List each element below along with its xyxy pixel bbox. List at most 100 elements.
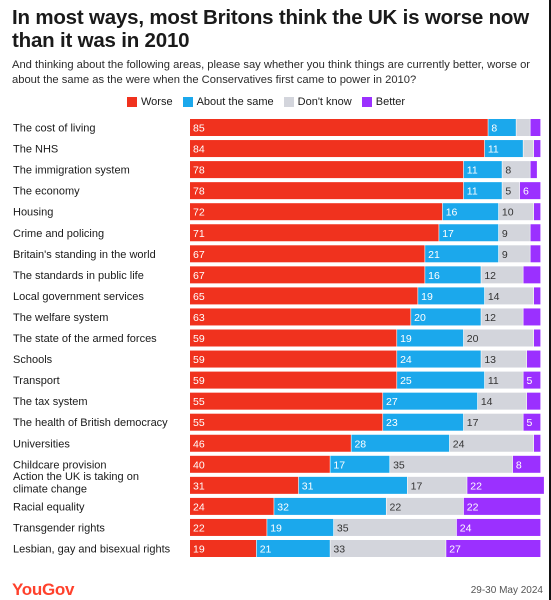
data-label-worse: 31 xyxy=(193,480,205,492)
bar-row-the-welfare-system: The welfare system 63 20 12 xyxy=(13,308,541,326)
bar-row-racial-equality: Racial equality 24 32 22 22 xyxy=(13,497,541,515)
data-label-worse: 19 xyxy=(193,544,205,556)
bar-row-crime-and-policing: Crime and policing 71 17 9 xyxy=(13,224,541,242)
bar-don-t-know xyxy=(502,182,520,200)
bar-row-the-economy: The economy 78 11 5 6 xyxy=(13,182,541,200)
legend-swatch-dont-know xyxy=(283,97,294,107)
bar-better xyxy=(530,224,541,242)
bar-about-the-same xyxy=(397,329,464,347)
data-label-don-t-know: 9 xyxy=(502,228,508,240)
data-label-worse: 67 xyxy=(193,270,205,282)
category-label: The NHS xyxy=(13,144,58,156)
data-label-about-the-same: 27 xyxy=(386,396,398,408)
category-label: The tax system xyxy=(13,396,88,408)
data-label-don-t-know: 35 xyxy=(337,522,349,534)
category-label: The welfare system xyxy=(13,312,108,324)
bar-row-childcare-provision: Childcare provision 40 17 35 8 xyxy=(13,455,541,473)
bar-don-t-know xyxy=(523,140,534,158)
legend-item-dont-know: Don't know xyxy=(283,96,352,108)
bar-about-the-same xyxy=(411,308,481,326)
bar-better xyxy=(530,119,541,136)
category-label: Housing xyxy=(13,207,53,219)
data-label-worse: 40 xyxy=(193,459,205,471)
category-label: Childcare provision xyxy=(13,459,107,471)
bar-worse xyxy=(190,540,257,557)
data-label-don-t-know: 35 xyxy=(393,459,405,471)
bar-better xyxy=(463,497,541,515)
bar-better xyxy=(523,413,541,431)
bar-about-the-same xyxy=(418,287,485,305)
data-label-better: 5 xyxy=(526,417,532,429)
data-label-worse: 59 xyxy=(193,333,205,345)
bar-worse xyxy=(190,413,383,431)
data-label-better: 6 xyxy=(523,186,529,198)
bar-don-t-know xyxy=(484,371,523,389)
bar-worse xyxy=(190,329,397,347)
legend-item-worse: Worse xyxy=(127,96,173,108)
data-label-worse: 78 xyxy=(193,186,205,198)
bar-worse xyxy=(190,266,425,284)
data-label-worse: 67 xyxy=(193,249,205,261)
data-label-better: 24 xyxy=(460,522,472,534)
legend-label-dont-know: Don't know xyxy=(297,96,352,108)
bar-better xyxy=(523,371,541,389)
bar-better xyxy=(533,329,541,347)
bar-better xyxy=(533,203,541,221)
bar-worse xyxy=(190,224,439,242)
category-label: The immigration system xyxy=(13,165,130,177)
data-label-worse: 72 xyxy=(193,207,205,219)
bar-better xyxy=(519,182,541,200)
bar-don-t-know xyxy=(449,434,534,452)
data-label-better: 8 xyxy=(516,459,522,471)
bar-about-the-same xyxy=(267,518,334,536)
chart-subtitle: And thinking about the following areas, … xyxy=(12,59,531,86)
data-label-don-t-know: 10 xyxy=(502,207,514,219)
data-label-don-t-know: 5 xyxy=(505,186,511,198)
legend-swatch-about-the-same xyxy=(182,97,193,107)
yougov-logo: YouGov xyxy=(12,580,75,599)
data-label-about-the-same: 32 xyxy=(277,501,289,513)
bar-better xyxy=(512,455,541,473)
data-label-better: 27 xyxy=(449,544,461,556)
bar-better xyxy=(530,245,541,263)
bar-row-local-government-services: Local government services 65 19 14 xyxy=(13,287,541,305)
bar-don-t-know xyxy=(502,161,530,179)
data-label-better: 22 xyxy=(467,501,479,513)
category-label: Action the UK is taking on climate change xyxy=(13,471,139,496)
data-label-worse: 71 xyxy=(193,228,205,240)
bar-row-the-state-of-the-armed-forces: The state of the armed forces 59 19 20 xyxy=(13,329,541,347)
bar-row-universities: Universities 46 28 24 xyxy=(13,434,541,452)
bar-about-the-same xyxy=(439,224,499,242)
data-label-don-t-know: 12 xyxy=(484,270,496,282)
bar-worse xyxy=(190,455,330,473)
fieldwork-date: 29-30 May 2024 xyxy=(470,585,543,596)
bar-about-the-same xyxy=(274,497,386,515)
bar-about-the-same xyxy=(488,119,516,136)
data-label-don-t-know: 14 xyxy=(481,396,493,408)
data-label-better: 5 xyxy=(526,375,532,387)
bar-don-t-know xyxy=(484,287,534,305)
data-label-worse: 65 xyxy=(193,291,205,303)
category-label: The health of British democracy xyxy=(13,417,168,429)
data-label-worse: 63 xyxy=(193,312,205,324)
data-label-worse: 84 xyxy=(193,144,205,156)
data-label-don-t-know: 22 xyxy=(390,501,402,513)
bar-about-the-same xyxy=(442,203,499,221)
bar-don-t-know xyxy=(463,329,534,347)
data-label-worse: 24 xyxy=(193,501,205,513)
category-label: Crime and policing xyxy=(13,228,104,240)
legend-label-worse: Worse xyxy=(141,96,173,108)
bar-don-t-know xyxy=(407,476,467,494)
bar-better xyxy=(523,308,541,326)
bar-about-the-same xyxy=(330,455,390,473)
bar-worse xyxy=(190,518,267,536)
data-label-about-the-same: 11 xyxy=(467,165,478,177)
bar-don-t-know xyxy=(481,266,523,284)
data-label-about-the-same: 23 xyxy=(386,417,398,429)
bar-better xyxy=(533,287,541,305)
category-label: Lesbian, gay and bisexual rights xyxy=(13,544,171,556)
category-label: Transport xyxy=(13,375,60,387)
bar-don-t-know xyxy=(333,518,457,536)
